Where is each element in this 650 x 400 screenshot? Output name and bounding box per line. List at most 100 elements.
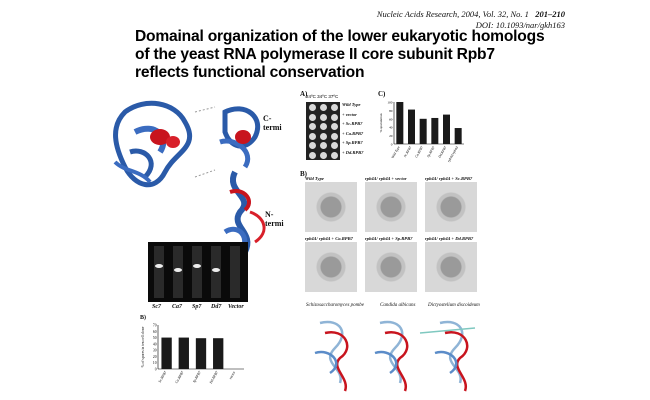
bar (431, 117, 439, 144)
x-tick-label: Ca.RPB7 (414, 145, 424, 158)
y-tick-label: 40 (153, 342, 157, 346)
panel-a: A) 24ºC 34ºC 37ºC Wild Type + vector + S… (300, 90, 372, 162)
gel-band (212, 268, 220, 272)
micrograph-caption: Wild Type (305, 176, 324, 181)
n-terminal-label: N-termi (265, 210, 284, 228)
paper-title: Domainal organization of the lower eukar… (135, 28, 545, 81)
right-ribbon-structure (219, 106, 266, 259)
gel-label-sc7: Sc7 (152, 304, 161, 310)
yeast-spot (320, 142, 327, 150)
colony-micrograph (305, 182, 357, 232)
gel-lane (230, 246, 240, 298)
row-label: + Sc.RPB7 (342, 121, 363, 127)
gel-label-sp7: Sp7 (192, 304, 202, 310)
y-tick-label: 80 (389, 109, 393, 113)
yeast-spot (320, 113, 327, 121)
yeast-spot (320, 104, 327, 111)
species-c-albicans: Candida albicans (380, 303, 416, 308)
row-label: + vector (342, 111, 357, 117)
superposed-structures (314, 320, 476, 392)
row-label: Wild Type (342, 102, 361, 107)
sporulation-chart: 0 20 40 60 80 100 Wild Type Sc.RPB7 Ca.RPB7 Sp.RP… (379, 101, 464, 163)
journal-line: Nucleic Acids Research, 2004, Vol. 32, N… (376, 9, 529, 19)
yeast-spot (320, 132, 327, 140)
panel-b-bottom-label: B) (140, 315, 146, 321)
y-tick-label: 10 (153, 361, 157, 365)
y-tick-label: 100 (387, 101, 392, 105)
x-tick-label: Wild Type (391, 145, 401, 159)
y-tick-label: 20 (153, 355, 157, 359)
colony-micrograph (425, 242, 477, 292)
bar (454, 128, 462, 144)
x-tick-label: Sp.RPB7 (426, 145, 436, 158)
gel-band (174, 268, 182, 272)
doi: DOI: 10.1093/nar/gkh163 (475, 20, 565, 30)
structure-figure: C-termi N-termi (105, 92, 290, 272)
y-tick-label: 60 (389, 117, 393, 121)
panel-c-label: C) (378, 90, 386, 98)
yeast-spot (320, 152, 327, 159)
y-tick-label: 0 (391, 143, 393, 147)
y-axis-label: % of spores in ten cell clone (141, 326, 145, 367)
micrograph-caption: rpb4Δ/ rpb4Δ + Sp.RPB7 (365, 236, 413, 241)
panel-b-micrographs: B) Wild Type rpb4Δ/ rpb4Δ + vector rpb4Δ/ … (300, 170, 480, 300)
colony-micrograph (425, 182, 477, 232)
micrograph-caption: rpb4Δ/ rpb4Δ + Ca.RPB7 (305, 236, 353, 241)
x-tick-label: Dd.RPB7 (437, 145, 448, 159)
colony-micrograph (365, 182, 417, 232)
gel-lane (192, 246, 202, 298)
spores-chart: 0 10 20 30 40 50 60 70 Sc.RPB7 Ca.RPB7 Sp.RPB7 Dd.R… (141, 324, 244, 385)
left-ribbon-domain (113, 100, 193, 188)
row-label: + Dd.RPB7 (342, 149, 364, 155)
bar (419, 118, 427, 144)
yeast-spot (309, 123, 316, 131)
x-tick-label: Sc.RPB7 (403, 145, 413, 158)
strain-labels: Wild Type + vector + Sc.RPB7 + Ca.RPB7 +… (342, 100, 378, 158)
yeast-spot (331, 104, 338, 111)
micrograph-caption: rpb4Δ/ rpb4Δ + Dd.RPB7 (425, 236, 474, 241)
y-tick-label: 70 (153, 324, 157, 328)
structure-superposition-panel: Schizosaccharomyces pombe Candida albica… (300, 303, 485, 397)
bar (161, 337, 172, 369)
y-tick-label: 60 (153, 330, 157, 334)
x-tick-label: rpb4Δ/rpb4Δ (447, 145, 459, 162)
spot-grid (306, 102, 340, 160)
gel-band (155, 264, 163, 268)
temp-37: 37ºC (328, 94, 339, 99)
yeast-spot (331, 132, 338, 140)
yeast-spot (309, 142, 316, 150)
yeast-spot (320, 123, 327, 131)
panel-b-spores: B) 0 10 20 30 40 50 60 70 Sc.RPB7 Ca.RPB7 Sp.RPB7 D… (140, 315, 250, 397)
yeast-spot (331, 113, 338, 121)
row-label: + Sp.RPB7 (342, 140, 363, 146)
species-d-discoideum: Dictyostelium discoideum (428, 303, 480, 308)
y-axis-label: % sporulation (379, 113, 383, 132)
y-tick-label: 40 (389, 126, 393, 130)
colony-micrograph (305, 242, 357, 292)
journal-citation: Nucleic Acids Research, 2004, Vol. 32, N… (345, 9, 565, 31)
micrograph-caption: rpb4Δ/ rpb4Δ + vector (365, 176, 407, 181)
temp-24: 24ºC (306, 94, 316, 99)
panel-b-label: B) (300, 170, 307, 178)
yeast-spot (331, 142, 338, 150)
yeast-spot (331, 123, 338, 131)
temp-34: 34ºC (317, 94, 328, 99)
bar (195, 338, 207, 369)
c-terminal-label: C-termi (263, 114, 282, 132)
gel-label-vector: Vector (228, 304, 244, 310)
micrograph-caption: rpb4Δ/ rpb4Δ + Sc.RPB7 (425, 176, 473, 181)
colony-micrograph (365, 242, 417, 292)
temperature-headers: 24ºC 34ºC 37ºC (306, 94, 346, 99)
protein-structure-image (113, 100, 266, 259)
species-s-pombe: Schizosaccharomyces pombe (306, 303, 364, 308)
gel-lane (173, 246, 183, 298)
row-label: + Ca.RPB7 (342, 130, 364, 136)
bar (408, 109, 415, 144)
gel-image (148, 242, 248, 302)
gel-lane (154, 246, 164, 298)
bar (213, 338, 224, 369)
bar (443, 114, 450, 144)
yeast-spot (331, 152, 338, 159)
gel-label-ca7: Ca7 (172, 304, 183, 310)
bar (178, 337, 189, 369)
